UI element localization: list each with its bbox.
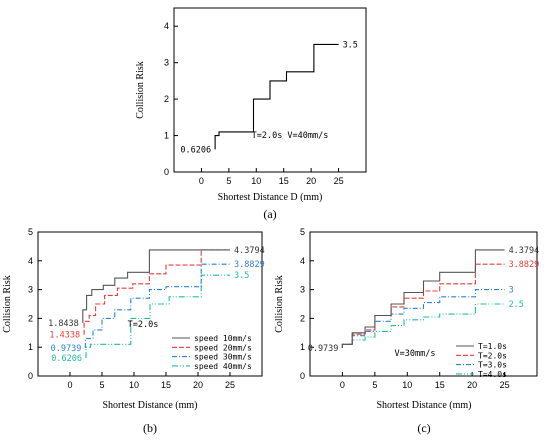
data-label: 2.5	[509, 300, 524, 310]
series-line	[85, 274, 230, 359]
legend-label: T=4.0s	[478, 370, 507, 379]
panel-label: (c)	[417, 421, 430, 435]
data-label: 3	[509, 286, 514, 296]
data-label: 0.9739	[51, 344, 82, 354]
y-tick-label: 3	[164, 58, 169, 68]
y-tick-label: 2	[164, 94, 169, 104]
x-tick-label: 10	[129, 380, 139, 390]
y-tick-label: 3	[28, 285, 33, 295]
x-tick-label: 5	[99, 380, 104, 390]
x-tick-label: 25	[225, 380, 235, 390]
legend-label: T=2.0s	[478, 351, 507, 360]
inner-label: V=30mm/s	[395, 349, 436, 359]
legend-label: speed 30mm/s	[194, 353, 252, 362]
data-label: 0.9739	[308, 344, 339, 354]
legend-label: speed 40mm/s	[194, 362, 252, 371]
x-axis-label: Shortest Distance (mm)	[377, 400, 472, 411]
data-label: 0.6206	[180, 145, 211, 155]
data-label: 3.5	[234, 271, 249, 281]
x-tick-label: 0	[340, 380, 345, 390]
x-tick-label: 25	[500, 380, 510, 390]
x-tick-label: 15	[435, 380, 445, 390]
data-label: 4.3794	[509, 246, 540, 256]
x-axis-label: Shortest Distance D (mm)	[218, 192, 323, 203]
x-tick-label: 15	[279, 176, 289, 186]
panel-label: (b)	[143, 421, 157, 435]
inner-label: T=2.0s	[128, 320, 159, 330]
x-tick-label: 5	[226, 176, 231, 186]
series-line	[83, 249, 230, 335]
chart-panel-a: 0 5 10 15 20 25 0 1 2 3 4 Shortest Distance D (mm) C…	[135, 7, 367, 221]
panel-label: (a)	[263, 207, 276, 221]
series-line	[82, 249, 230, 323]
data-label: 3.8829	[234, 260, 265, 270]
x-tick-label: 0	[67, 380, 72, 390]
x-tick-label: 10	[251, 176, 261, 186]
legend-label: T=3.0s	[478, 361, 507, 370]
x-tick-label: 20	[193, 380, 203, 390]
y-tick-label: 1	[300, 342, 305, 352]
y-tick-label: 1	[28, 342, 33, 352]
x-tick-label: 10	[402, 380, 412, 390]
x-tick-label: 15	[161, 380, 171, 390]
y-tick-label: 0	[28, 371, 33, 381]
x-tick-label: 0	[199, 176, 204, 186]
series-line	[84, 263, 230, 348]
x-tick-label: 20	[306, 176, 316, 186]
y-tick-label: 4	[28, 256, 33, 266]
y-tick-label: 2	[300, 313, 305, 323]
y-tick-label: 3	[300, 285, 305, 295]
legend-label: speed 10mm/s	[194, 334, 252, 343]
y-axis-label: Collision Risk	[135, 61, 146, 119]
chart-panel-b: 0 5 10 15 20 25 0 1 2 3 4 5 Shortest Distance (mm) Co…	[2, 227, 265, 435]
y-tick-label: 5	[300, 227, 305, 237]
plot-frame	[173, 7, 367, 173]
x-tick-label: 20	[467, 380, 477, 390]
legend-label: T=1.0s	[478, 342, 507, 351]
y-tick-label: 2	[28, 313, 33, 323]
data-label: 4.3794	[234, 246, 265, 256]
x-axis-label: Shortest Distance (mm)	[103, 400, 198, 411]
y-axis-label: Collision Risk	[2, 275, 13, 333]
y-axis-label: Collision Risk	[274, 275, 285, 333]
data-label: 3.5	[343, 40, 358, 50]
plot-frame	[37, 231, 263, 377]
legend-label: speed 20mm/s	[194, 343, 252, 352]
series-line	[214, 43, 339, 150]
y-tick-label: 4	[164, 21, 169, 31]
data-label: 3.8829	[509, 260, 540, 270]
inner-label: T=2.0s V=40mm/s	[252, 131, 329, 141]
y-tick-label: 1	[164, 131, 169, 141]
y-tick-label: 0	[164, 167, 169, 177]
data-label: 1.4338	[49, 331, 80, 341]
plot-frame	[309, 231, 538, 377]
y-tick-label: 4	[300, 256, 305, 266]
y-tick-label: 5	[28, 227, 33, 237]
series-line	[341, 249, 505, 348]
x-tick-label: 25	[334, 176, 344, 186]
y-tick-label: 0	[300, 371, 305, 381]
data-label: 1.8438	[48, 319, 79, 329]
data-label: 0.6206	[51, 354, 82, 364]
x-tick-label: 5	[372, 380, 377, 390]
